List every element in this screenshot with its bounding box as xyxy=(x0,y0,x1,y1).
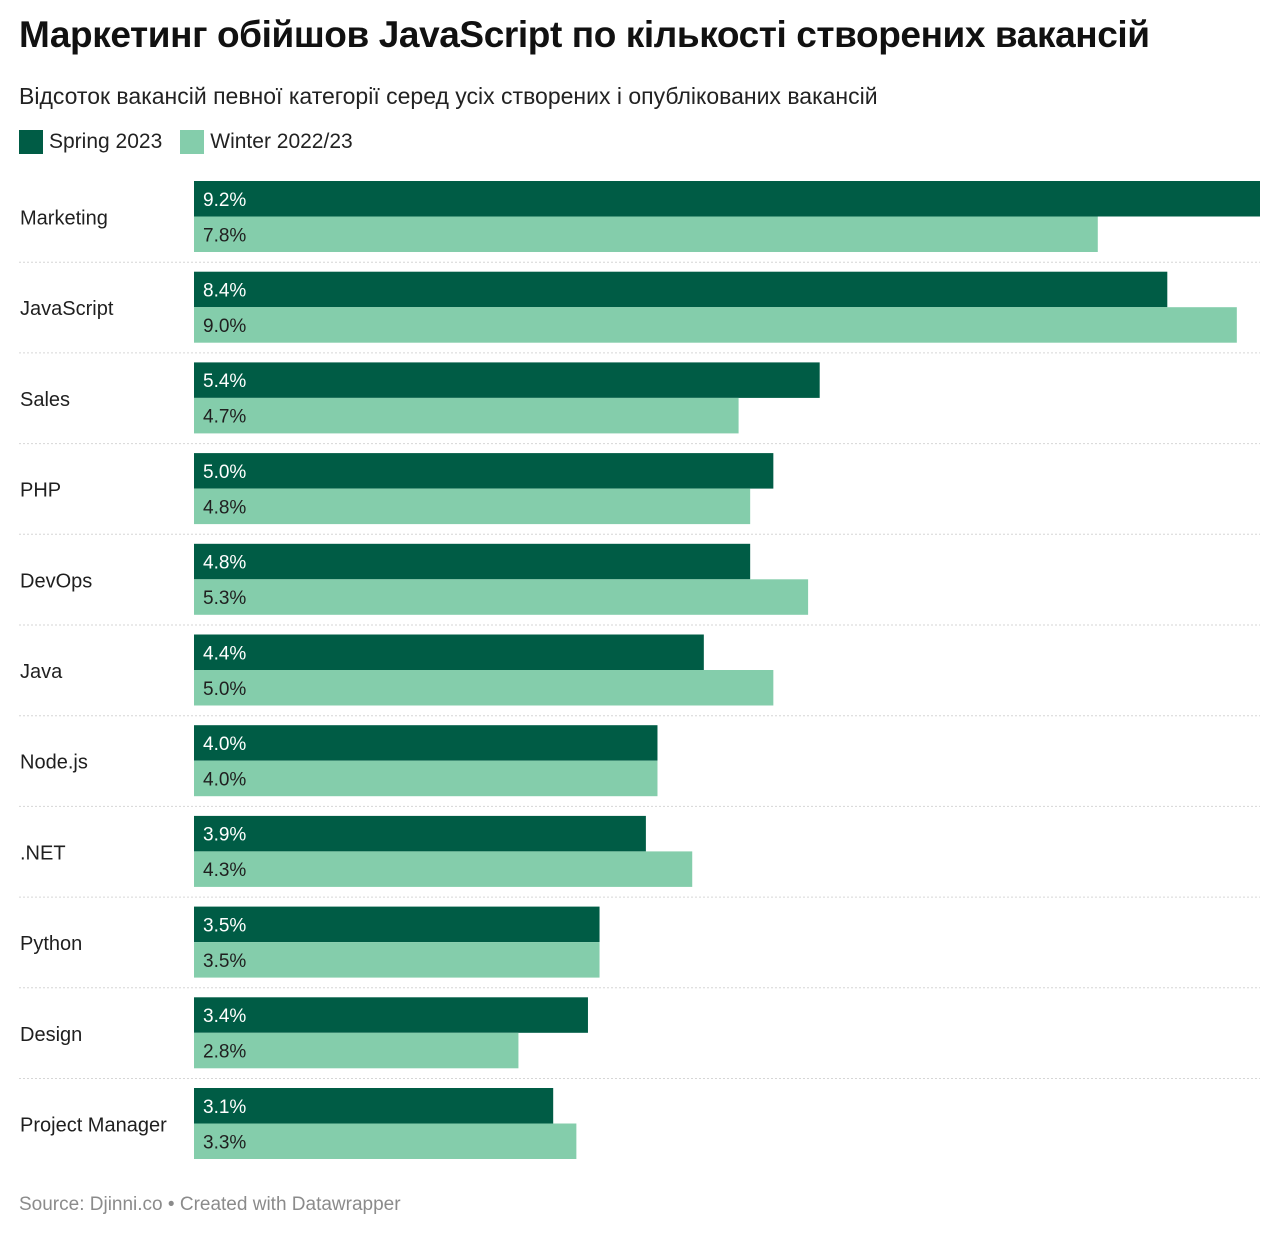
category-label-python: Python xyxy=(20,933,82,955)
bar-winter-2022-23-node-js xyxy=(194,760,658,797)
footer-separator: • xyxy=(167,1194,175,1215)
value-label-spring-2023-php: 5.0% xyxy=(203,462,246,483)
value-label-spring-2023-javascript: 8.4% xyxy=(203,280,246,301)
bar-spring-2023-sales xyxy=(194,362,820,398)
bar-winter-2022-23-php xyxy=(194,488,751,525)
bar-spring-2023-java xyxy=(194,634,704,670)
value-label-spring-2023-devops: 4.8% xyxy=(203,553,246,574)
legend-swatch-winter-2022-23 xyxy=(180,130,205,154)
bar-winter-2022-23-net xyxy=(194,851,693,887)
category-label-php: PHP xyxy=(20,480,61,502)
legend: Spring 2023 Winter 2022/23 xyxy=(19,130,371,154)
bar-winter-2022-23-java xyxy=(194,670,774,706)
value-label-spring-2023-design: 3.4% xyxy=(203,1006,246,1027)
value-label-winter-2022-23-project-manager: 3.3% xyxy=(203,1132,246,1153)
value-label-winter-2022-23-node-js: 4.0% xyxy=(203,769,246,790)
value-label-spring-2023-marketing: 9.2% xyxy=(203,190,246,211)
value-label-winter-2022-23-net: 4.3% xyxy=(203,860,246,881)
source-label: Source: Djinni.co xyxy=(19,1194,163,1215)
category-label-java: Java xyxy=(20,661,63,683)
bar-spring-2023-devops xyxy=(194,543,751,580)
bar-spring-2023-project-manager xyxy=(194,1088,554,1124)
value-label-winter-2022-23-design: 2.8% xyxy=(203,1042,246,1063)
value-label-winter-2022-23-php: 4.8% xyxy=(203,497,246,518)
bar-winter-2022-23-design xyxy=(194,1032,519,1069)
value-label-spring-2023-python: 3.5% xyxy=(203,915,246,936)
created-with-label: Created with Datawrapper xyxy=(179,1194,401,1215)
value-label-winter-2022-23-python: 3.5% xyxy=(203,951,246,972)
legend-item-winter-2022-23: Winter 2022/23 xyxy=(180,130,353,154)
bar-winter-2022-23-project-manager xyxy=(194,1123,577,1159)
category-label-node-js: Node.js xyxy=(20,752,88,774)
category-label-project-manager: Project Manager xyxy=(20,1115,167,1137)
category-label-marketing: Marketing xyxy=(20,208,108,230)
value-label-spring-2023-project-manager: 3.1% xyxy=(203,1097,246,1118)
legend-swatch-spring-2023 xyxy=(19,130,43,154)
legend-item-spring-2023: Spring 2023 xyxy=(19,130,162,154)
bar-winter-2022-23-sales xyxy=(194,397,739,434)
category-label-javascript: JavaScript xyxy=(20,298,114,320)
value-label-winter-2022-23-marketing: 7.8% xyxy=(203,225,246,246)
bar-spring-2023-net xyxy=(194,815,646,852)
category-label-sales: Sales xyxy=(20,389,70,411)
value-label-spring-2023-sales: 5.4% xyxy=(203,371,246,392)
value-label-winter-2022-23-javascript: 9.0% xyxy=(203,316,246,337)
category-label-devops: DevOps xyxy=(20,570,92,592)
bar-winter-2022-23-python xyxy=(194,942,600,978)
bar-winter-2022-23-devops xyxy=(194,579,809,615)
bar-spring-2023-node-js xyxy=(194,725,658,761)
chart-title: Маркетинг обійшов JavaScript по кількост… xyxy=(19,14,1150,55)
value-label-spring-2023-java: 4.4% xyxy=(203,643,246,664)
chart-subtitle: Відсоток вакансій певної категорії серед… xyxy=(19,83,878,109)
value-label-spring-2023-net: 3.9% xyxy=(203,825,246,846)
value-label-winter-2022-23-devops: 5.3% xyxy=(203,588,246,609)
category-label-design: Design xyxy=(20,1024,82,1046)
legend-label-winter-2022-23: Winter 2022/23 xyxy=(210,130,353,153)
bar-spring-2023-design xyxy=(194,997,588,1033)
value-label-winter-2022-23-sales: 4.7% xyxy=(203,407,246,428)
bar-spring-2023-marketing xyxy=(194,181,1260,217)
bar-spring-2023-javascript xyxy=(194,271,1168,308)
bar-winter-2022-23-marketing xyxy=(194,216,1098,252)
value-label-spring-2023-node-js: 4.0% xyxy=(203,734,246,755)
bar-spring-2023-python xyxy=(194,906,600,943)
footer: Source: Djinni.co • Created with Datawra… xyxy=(19,1194,401,1216)
legend-label-spring-2023: Spring 2023 xyxy=(49,130,163,153)
value-label-winter-2022-23-java: 5.0% xyxy=(203,679,246,700)
bar-winter-2022-23-javascript xyxy=(194,307,1237,343)
bar-spring-2023-php xyxy=(194,453,774,489)
category-label-net: .NET xyxy=(20,842,66,864)
